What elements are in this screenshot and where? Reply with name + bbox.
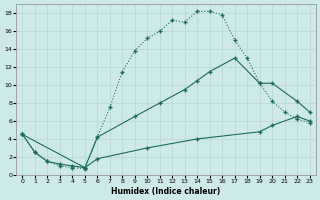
X-axis label: Humidex (Indice chaleur): Humidex (Indice chaleur): [111, 187, 221, 196]
